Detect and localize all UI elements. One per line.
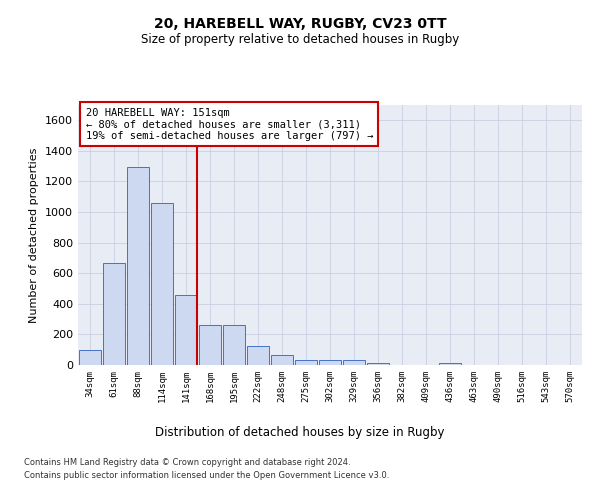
Text: Distribution of detached houses by size in Rugby: Distribution of detached houses by size … xyxy=(155,426,445,439)
Bar xyxy=(127,167,149,365)
Text: 20 HAREBELL WAY: 151sqm
← 80% of detached houses are smaller (3,311)
19% of semi: 20 HAREBELL WAY: 151sqm ← 80% of detache… xyxy=(86,108,373,141)
Text: Contains HM Land Registry data © Crown copyright and database right 2024.: Contains HM Land Registry data © Crown c… xyxy=(24,458,350,467)
Bar xyxy=(295,360,317,365)
Bar xyxy=(151,203,173,365)
Bar xyxy=(175,294,197,365)
Text: Size of property relative to detached houses in Rugby: Size of property relative to detached ho… xyxy=(141,32,459,46)
Bar xyxy=(247,346,269,365)
Bar xyxy=(271,355,293,365)
Text: Contains public sector information licensed under the Open Government Licence v3: Contains public sector information licen… xyxy=(24,472,389,480)
Bar xyxy=(367,364,389,365)
Text: 20, HAREBELL WAY, RUGBY, CV23 0TT: 20, HAREBELL WAY, RUGBY, CV23 0TT xyxy=(154,18,446,32)
Bar xyxy=(223,325,245,365)
Bar xyxy=(319,360,341,365)
Bar xyxy=(103,264,125,365)
Bar xyxy=(79,350,101,365)
Bar xyxy=(199,325,221,365)
Bar xyxy=(343,360,365,365)
Bar xyxy=(439,364,461,365)
Y-axis label: Number of detached properties: Number of detached properties xyxy=(29,148,40,322)
